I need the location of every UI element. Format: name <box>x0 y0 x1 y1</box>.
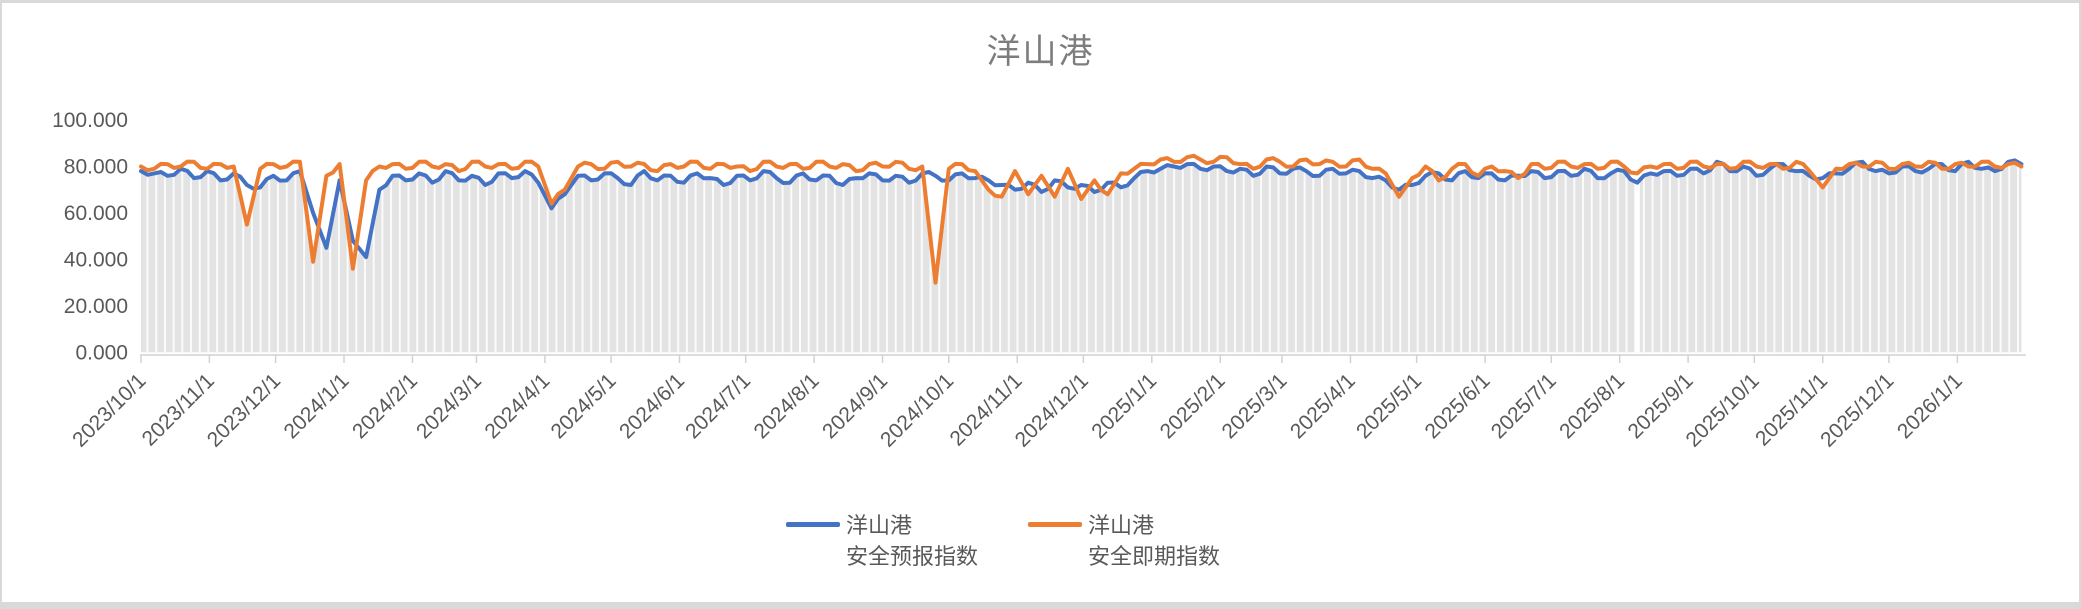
chart-title: 洋山港 <box>986 33 1095 71</box>
x-axis-label: 2025/6/1 <box>1421 369 1495 443</box>
window-frame-right <box>2079 0 2081 602</box>
x-axis-label: 2025/12/1 <box>1816 369 1898 451</box>
legend-label-forecast: 洋山港 安全预报指数 <box>846 510 978 572</box>
x-axis-label: 2025/2/1 <box>1156 369 1230 443</box>
x-axis-label: 2024/6/1 <box>615 369 689 443</box>
x-axis-label: 2024/8/1 <box>750 369 824 443</box>
x-axis-label: 2024/4/1 <box>480 369 554 443</box>
x-axis-label: 2025/4/1 <box>1286 369 1360 443</box>
legend-label-spot-line1: 洋山港 <box>1088 513 1155 538</box>
y-axis-label: 40.000 <box>64 248 128 271</box>
drop-fill-area <box>141 163 2022 353</box>
x-axis-label: 2026/1/1 <box>1893 369 1967 443</box>
y-axis-label: 80.000 <box>64 155 128 178</box>
y-axis-label: 20.000 <box>64 295 128 318</box>
legend-item-forecast[interactable]: 洋山港 安全预报指数 <box>786 510 978 572</box>
x-axis-label: 2024/10/1 <box>876 369 958 451</box>
legend-label-forecast-line2: 安全预报指数 <box>846 544 979 569</box>
legend-line-swatch-blue <box>786 522 840 527</box>
legend-label-spot-line2: 安全即期指数 <box>1088 544 1221 569</box>
series-line-forecast <box>139 158 2024 260</box>
legend-item-spot[interactable]: 洋山港 安全即期指数 <box>1028 510 1220 572</box>
y-axis-label: 60.000 <box>64 202 128 225</box>
legend: 洋山港 安全预报指数 洋山港 安全即期指数 <box>786 510 1220 572</box>
x-axis-label: 2023/10/1 <box>68 369 150 451</box>
x-axis-label: 2025/5/1 <box>1352 369 1426 443</box>
x-axis-label: 2024/2/1 <box>348 369 422 443</box>
x-axis-label: 2025/8/1 <box>1555 369 1629 443</box>
data-gap-stripe <box>1634 163 1640 353</box>
x-axis-label: 2024/7/1 <box>681 369 755 443</box>
x-axis-label: 2024/3/1 <box>412 369 486 443</box>
window-frame-top <box>0 0 2081 3</box>
legend-label-forecast-line1: 洋山港 <box>846 513 913 538</box>
y-axis-label: 0.000 <box>75 341 128 364</box>
x-axis-label: 2025/1/1 <box>1087 369 1161 443</box>
x-axis-label: 2023/12/1 <box>203 369 285 451</box>
x-axis-label: 2025/7/1 <box>1487 369 1561 443</box>
x-axis-label: 2024/12/1 <box>1011 369 1093 451</box>
series-line-spot <box>139 153 2024 285</box>
window-frame-bottom <box>0 602 2081 609</box>
x-axis-label: 2024/5/1 <box>547 369 621 443</box>
legend-line-swatch-orange <box>1028 522 1083 527</box>
window-frame-left <box>0 0 2 602</box>
x-axis-label: 2025/3/1 <box>1217 369 1291 443</box>
x-axis-label: 2025/10/1 <box>1682 369 1764 451</box>
y-axis-label: 100.000 <box>52 109 128 132</box>
x-axis-label: 2024/1/1 <box>279 369 353 443</box>
legend-label-spot: 洋山港 安全即期指数 <box>1088 510 1220 572</box>
